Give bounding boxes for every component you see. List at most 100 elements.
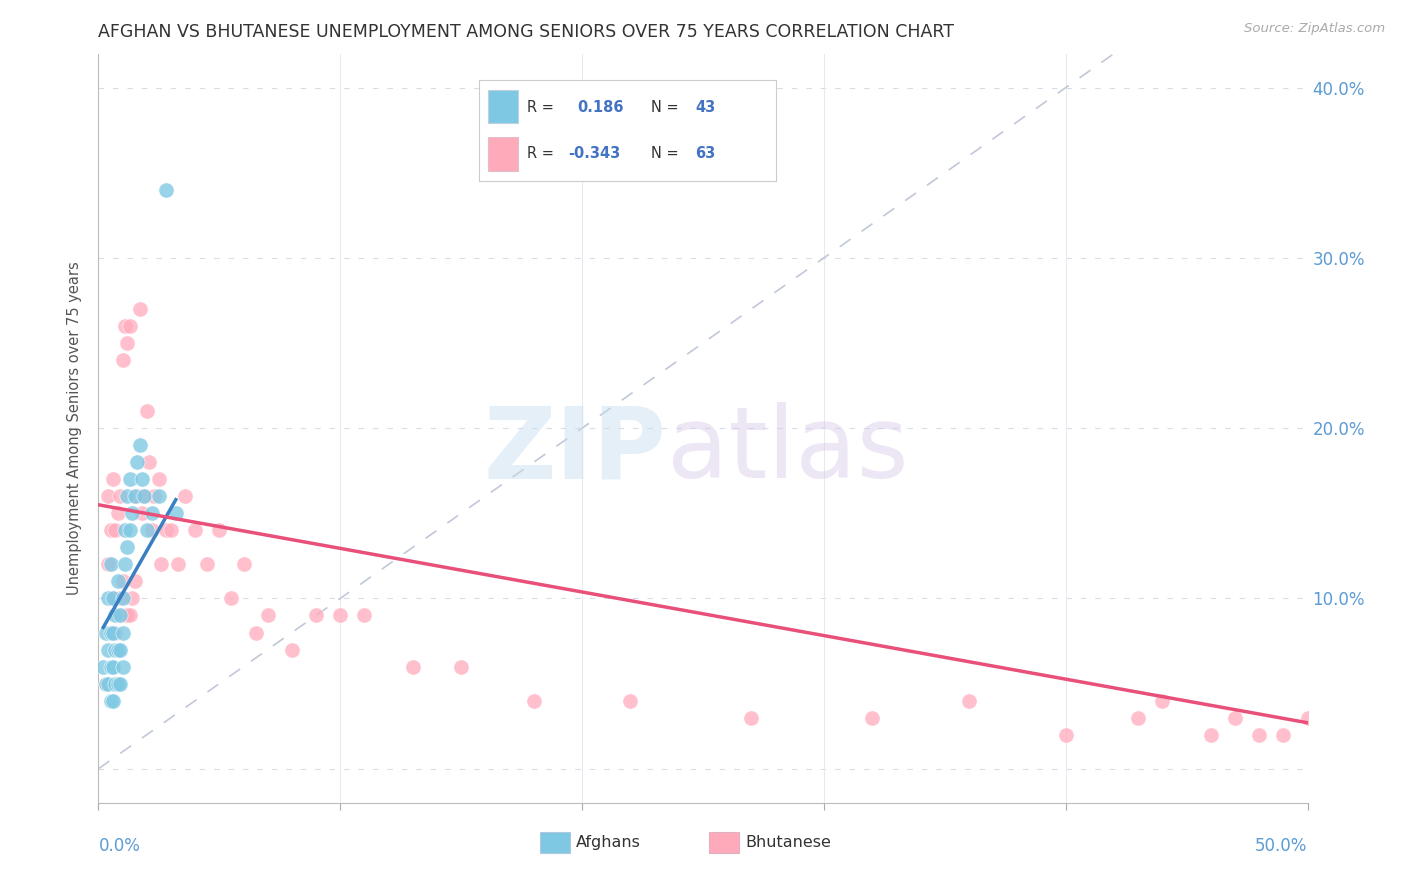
Point — [127, 455, 149, 469]
Point — [957, 693, 980, 707]
Point — [184, 524, 207, 538]
Point — [101, 659, 124, 673]
Point — [100, 625, 122, 640]
Text: atlas: atlas — [666, 402, 908, 500]
Point — [97, 642, 120, 657]
Point — [107, 642, 129, 657]
Point — [329, 608, 352, 623]
Point — [195, 558, 218, 572]
Point — [523, 693, 546, 707]
Point — [117, 541, 139, 555]
Point — [131, 506, 153, 520]
Point — [118, 524, 141, 538]
Point — [97, 558, 120, 572]
Point — [97, 591, 120, 606]
Point — [256, 608, 278, 623]
Point — [232, 558, 254, 572]
Point — [143, 489, 166, 503]
Point — [111, 353, 134, 368]
Point — [450, 659, 472, 673]
Point — [124, 489, 146, 503]
Point — [101, 693, 124, 707]
Point — [860, 711, 883, 725]
Point — [619, 693, 641, 707]
Point — [107, 574, 129, 589]
Point — [108, 608, 131, 623]
Point — [138, 455, 160, 469]
Point — [107, 608, 129, 623]
Point — [114, 524, 136, 538]
Point — [100, 693, 122, 707]
Point — [128, 438, 150, 452]
Point — [118, 608, 141, 623]
Point — [1199, 728, 1222, 742]
Point — [100, 524, 122, 538]
Point — [104, 524, 127, 538]
Point — [107, 506, 129, 520]
Point — [740, 711, 762, 725]
Point — [281, 642, 304, 657]
Point — [114, 318, 136, 333]
Point — [91, 659, 114, 673]
Point — [107, 676, 129, 690]
Point — [111, 625, 134, 640]
Point — [101, 591, 124, 606]
Text: Afghans: Afghans — [576, 835, 641, 850]
Point — [1296, 711, 1319, 725]
Point — [114, 608, 136, 623]
Point — [101, 625, 124, 640]
Point — [94, 625, 117, 640]
Point — [155, 524, 177, 538]
Point — [155, 183, 177, 197]
Text: Source: ZipAtlas.com: Source: ZipAtlas.com — [1244, 22, 1385, 36]
Point — [141, 524, 163, 538]
Point — [174, 489, 197, 503]
Point — [1272, 728, 1295, 742]
Point — [1223, 711, 1246, 725]
Y-axis label: Unemployment Among Seniors over 75 years: Unemployment Among Seniors over 75 years — [67, 261, 83, 595]
Point — [104, 625, 127, 640]
Text: AFGHAN VS BHUTANESE UNEMPLOYMENT AMONG SENIORS OVER 75 YEARS CORRELATION CHART: AFGHAN VS BHUTANESE UNEMPLOYMENT AMONG S… — [98, 23, 955, 41]
Point — [114, 558, 136, 572]
Point — [101, 591, 124, 606]
Point — [1152, 693, 1174, 707]
Point — [97, 676, 120, 690]
Text: 0.0%: 0.0% — [98, 837, 141, 855]
Point — [108, 676, 131, 690]
Point — [150, 558, 173, 572]
Point — [148, 489, 170, 503]
Point — [221, 591, 243, 606]
Point — [108, 642, 131, 657]
Point — [135, 524, 157, 538]
Point — [148, 472, 170, 486]
Point — [117, 336, 139, 351]
Point — [100, 659, 122, 673]
Point — [134, 489, 156, 503]
Point — [104, 608, 127, 623]
Bar — [540, 832, 569, 853]
Point — [402, 659, 425, 673]
Bar — [709, 832, 740, 853]
Point — [111, 659, 134, 673]
Point — [111, 574, 134, 589]
Point — [94, 676, 117, 690]
Point — [118, 318, 141, 333]
Point — [100, 558, 122, 572]
Point — [127, 489, 149, 503]
Point — [100, 625, 122, 640]
Point — [101, 472, 124, 486]
Point — [208, 524, 231, 538]
Point — [97, 489, 120, 503]
Point — [108, 489, 131, 503]
Point — [121, 591, 143, 606]
Point — [104, 642, 127, 657]
Text: Bhutanese: Bhutanese — [745, 835, 831, 850]
Point — [111, 591, 134, 606]
Point — [141, 506, 163, 520]
Point — [245, 625, 267, 640]
Point — [121, 506, 143, 520]
Point — [305, 608, 328, 623]
Point — [1128, 711, 1150, 725]
Point — [124, 574, 146, 589]
Point — [94, 676, 117, 690]
